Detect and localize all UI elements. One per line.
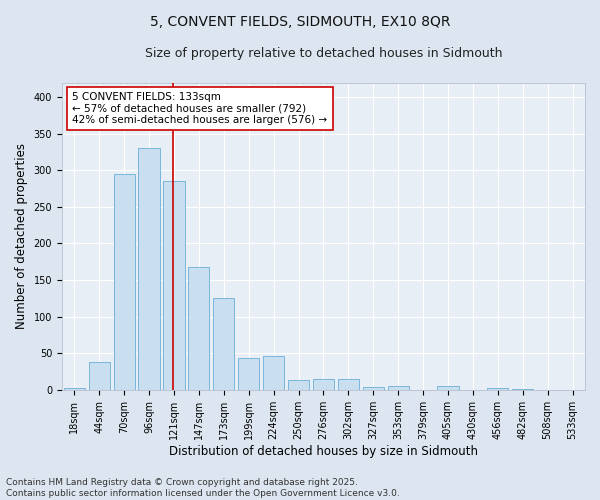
Bar — [288, 380, 309, 390]
Bar — [238, 358, 259, 390]
Bar — [113, 174, 135, 390]
Text: 5, CONVENT FIELDS, SIDMOUTH, EX10 8QR: 5, CONVENT FIELDS, SIDMOUTH, EX10 8QR — [150, 15, 450, 29]
Bar — [163, 182, 185, 390]
Bar — [338, 379, 359, 390]
Y-axis label: Number of detached properties: Number of detached properties — [15, 143, 28, 329]
Bar — [437, 386, 458, 390]
Bar — [188, 267, 209, 390]
Bar — [89, 362, 110, 390]
Bar — [487, 388, 508, 390]
Bar — [388, 386, 409, 390]
Bar — [313, 379, 334, 390]
Text: Contains HM Land Registry data © Crown copyright and database right 2025.
Contai: Contains HM Land Registry data © Crown c… — [6, 478, 400, 498]
Bar — [213, 298, 235, 390]
X-axis label: Distribution of detached houses by size in Sidmouth: Distribution of detached houses by size … — [169, 444, 478, 458]
Bar — [512, 389, 533, 390]
Bar — [263, 356, 284, 390]
Text: 5 CONVENT FIELDS: 133sqm
← 57% of detached houses are smaller (792)
42% of semi-: 5 CONVENT FIELDS: 133sqm ← 57% of detach… — [73, 92, 328, 125]
Bar — [362, 387, 384, 390]
Bar — [64, 388, 85, 390]
Title: Size of property relative to detached houses in Sidmouth: Size of property relative to detached ho… — [145, 48, 502, 60]
Bar — [139, 148, 160, 390]
